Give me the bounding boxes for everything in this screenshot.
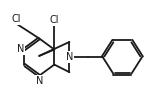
Text: N: N [36, 76, 43, 86]
Text: N: N [17, 44, 24, 55]
Text: Cl: Cl [12, 14, 21, 24]
Text: N: N [66, 52, 73, 62]
Text: Cl: Cl [50, 15, 59, 25]
